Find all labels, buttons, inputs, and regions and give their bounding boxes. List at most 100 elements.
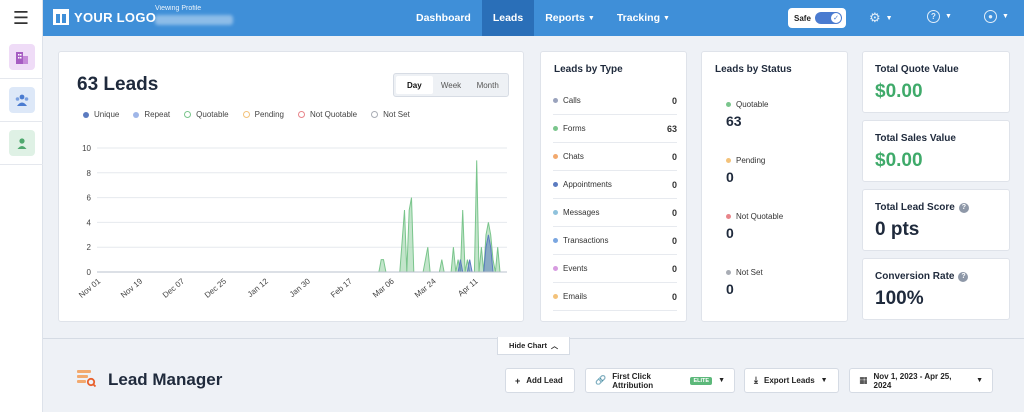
range-week-button[interactable]: Week — [440, 80, 462, 90]
help-icon[interactable]: ? — [958, 271, 969, 282]
chevron-down-icon: ▼ — [945, 13, 952, 20]
legend-marker — [133, 111, 140, 118]
legend-label: Quotable — [196, 110, 229, 119]
status-label: Pending — [726, 156, 765, 165]
range-month-button[interactable]: Month — [476, 80, 499, 90]
status-label-text: Quotable — [736, 100, 769, 109]
status-value: 63 — [726, 113, 742, 129]
type-dot — [553, 294, 558, 299]
legend-unique[interactable]: Unique — [83, 110, 119, 119]
rail-item-team[interactable] — [0, 79, 43, 122]
settings-menu[interactable]: ⚙ ▼ — [869, 10, 893, 26]
y-tick-label: 6 — [87, 194, 92, 203]
add-lead-button[interactable]: + Add Lead — [505, 368, 575, 393]
type-label: Events — [563, 264, 588, 273]
type-value: 0 — [671, 95, 677, 106]
safe-toggle[interactable]: ✓ — [815, 12, 842, 24]
hide-chart-label: Hide Chart — [509, 341, 547, 350]
type-label: Forms — [563, 124, 586, 133]
range-day-button[interactable]: Day — [396, 76, 433, 94]
legend-label: Unique — [94, 110, 120, 119]
hide-chart-button[interactable]: Hide Chart ︿ — [497, 337, 570, 355]
kpi-total-lead-score: Total Lead Score? 0 pts — [862, 189, 1010, 251]
leads-chart-card: 63 Leads Day Week Month Unique Repeat Qu… — [58, 51, 524, 322]
kpi-label: Total Lead Score? — [875, 202, 969, 213]
y-tick-label: 8 — [87, 169, 92, 178]
logo[interactable]: YOUR LOGO — [53, 9, 156, 25]
lead-manager-icon — [77, 370, 96, 388]
legend-not-quotable[interactable]: Not Quotable — [297, 110, 357, 119]
type-value: 0 — [671, 291, 677, 302]
status-label-text: Not Quotable — [736, 212, 784, 221]
viewing-profile[interactable]: Viewing Profile — [155, 5, 233, 25]
nav-tab-leads[interactable]: Leads — [481, 0, 535, 36]
nav-tab-dashboard[interactable]: Dashboard — [405, 0, 482, 36]
kpi-value: 100% — [875, 288, 924, 309]
nav-tab-reports[interactable]: Reports ▼ — [534, 0, 606, 36]
status-value: 0 — [726, 281, 734, 297]
legend-not-set[interactable]: Not Set — [371, 110, 410, 119]
type-dot — [553, 266, 558, 271]
kpi-label-text: Total Quote Value — [875, 64, 959, 75]
nav-tab-tracking[interactable]: Tracking ▼ — [606, 0, 681, 36]
legend-repeat[interactable]: Repeat — [133, 110, 170, 119]
type-dot — [553, 182, 558, 187]
kpi-value: $0.00 — [875, 81, 923, 102]
nav-tab-label: Dashboard — [416, 12, 471, 24]
status-dot — [726, 102, 731, 107]
leads-by-status-card: Leads by Status Quotable 63 Pending 0 Not Qu… — [701, 51, 848, 322]
x-tick-label: Jan 12 — [246, 276, 271, 299]
leads-count-title: 63 Leads — [77, 74, 159, 95]
chevron-down-icon: ▼ — [663, 14, 670, 22]
date-range-label: Nov 1, 2023 - Apr 25, 2024 — [873, 371, 952, 390]
type-row-transactions: Transactions 0 — [553, 227, 677, 255]
kpi-total-quote-value: Total Quote Value $0.00 — [862, 51, 1010, 113]
leads-by-status-title: Leads by Status — [715, 64, 792, 75]
chevron-down-icon: ▼ — [718, 377, 725, 384]
type-label: Emails — [563, 292, 588, 301]
calendar-icon: ▦ — [859, 375, 868, 385]
export-leads-button[interactable]: ⤓ Export Leads ▼ — [744, 368, 839, 393]
type-row-emails: Emails 0 — [553, 283, 677, 311]
rail-item-contact[interactable] — [0, 122, 43, 165]
nav-tab-label: Reports — [545, 12, 585, 24]
status-label-text: Not Set — [736, 268, 763, 277]
type-label: Transactions — [563, 236, 609, 245]
type-value: 0 — [671, 235, 677, 246]
date-range-picker[interactable]: ▦ Nov 1, 2023 - Apr 25, 2024 ▼ — [849, 368, 993, 393]
status-value: 0 — [726, 169, 734, 185]
x-tick-label: Feb 17 — [329, 276, 354, 299]
attribution-label: First Click Attribution — [612, 371, 654, 390]
user-menu[interactable]: ● ▼ — [984, 10, 1009, 23]
kpi-label: Total Quote Value — [875, 64, 959, 75]
type-value: 0 — [671, 151, 677, 162]
type-value: 0 — [671, 207, 677, 218]
type-row-calls: Calls 0 — [553, 87, 677, 115]
help-icon[interactable]: ? — [958, 202, 969, 213]
kpi-label-text: Conversion Rate — [875, 271, 955, 282]
safe-mode-switch[interactable]: Safe ✓ — [788, 8, 846, 28]
leads-by-type-title: Leads by Type — [554, 64, 623, 75]
chevron-down-icon: ▼ — [1002, 13, 1009, 20]
legend-pending[interactable]: Pending — [242, 110, 284, 119]
x-tick-label: Mar 24 — [413, 276, 438, 299]
type-label: Chats — [563, 152, 584, 161]
rail-item-business[interactable] — [0, 36, 43, 79]
kpi-label-text: Total Lead Score — [875, 202, 955, 213]
profile-name-redacted — [155, 15, 233, 25]
status-pending: Pending 0 — [726, 156, 765, 185]
hamburger-menu-icon[interactable]: ☰ — [12, 7, 30, 28]
main-nav: Dashboard Leads Reports ▼ Tracking ▼ — [405, 0, 681, 36]
help-menu[interactable]: ? ▼ — [927, 10, 952, 23]
type-dot — [553, 98, 558, 103]
status-label: Not Quotable — [726, 212, 783, 221]
y-tick-label: 2 — [87, 243, 92, 252]
chart-legend: Unique Repeat Quotable Pending Not Quota… — [83, 110, 424, 119]
attribution-dropdown[interactable]: 🔗 First Click Attribution ELITE ▼ — [585, 368, 735, 393]
x-tick-label: Dec 25 — [203, 276, 229, 300]
kpi-label: Conversion Rate? — [875, 271, 969, 282]
type-row-appointments: Appointments 0 — [553, 171, 677, 199]
legend-quotable[interactable]: Quotable — [184, 110, 229, 119]
legend-label: Pending — [254, 110, 284, 119]
range-selector: Day Week Month — [393, 73, 509, 97]
